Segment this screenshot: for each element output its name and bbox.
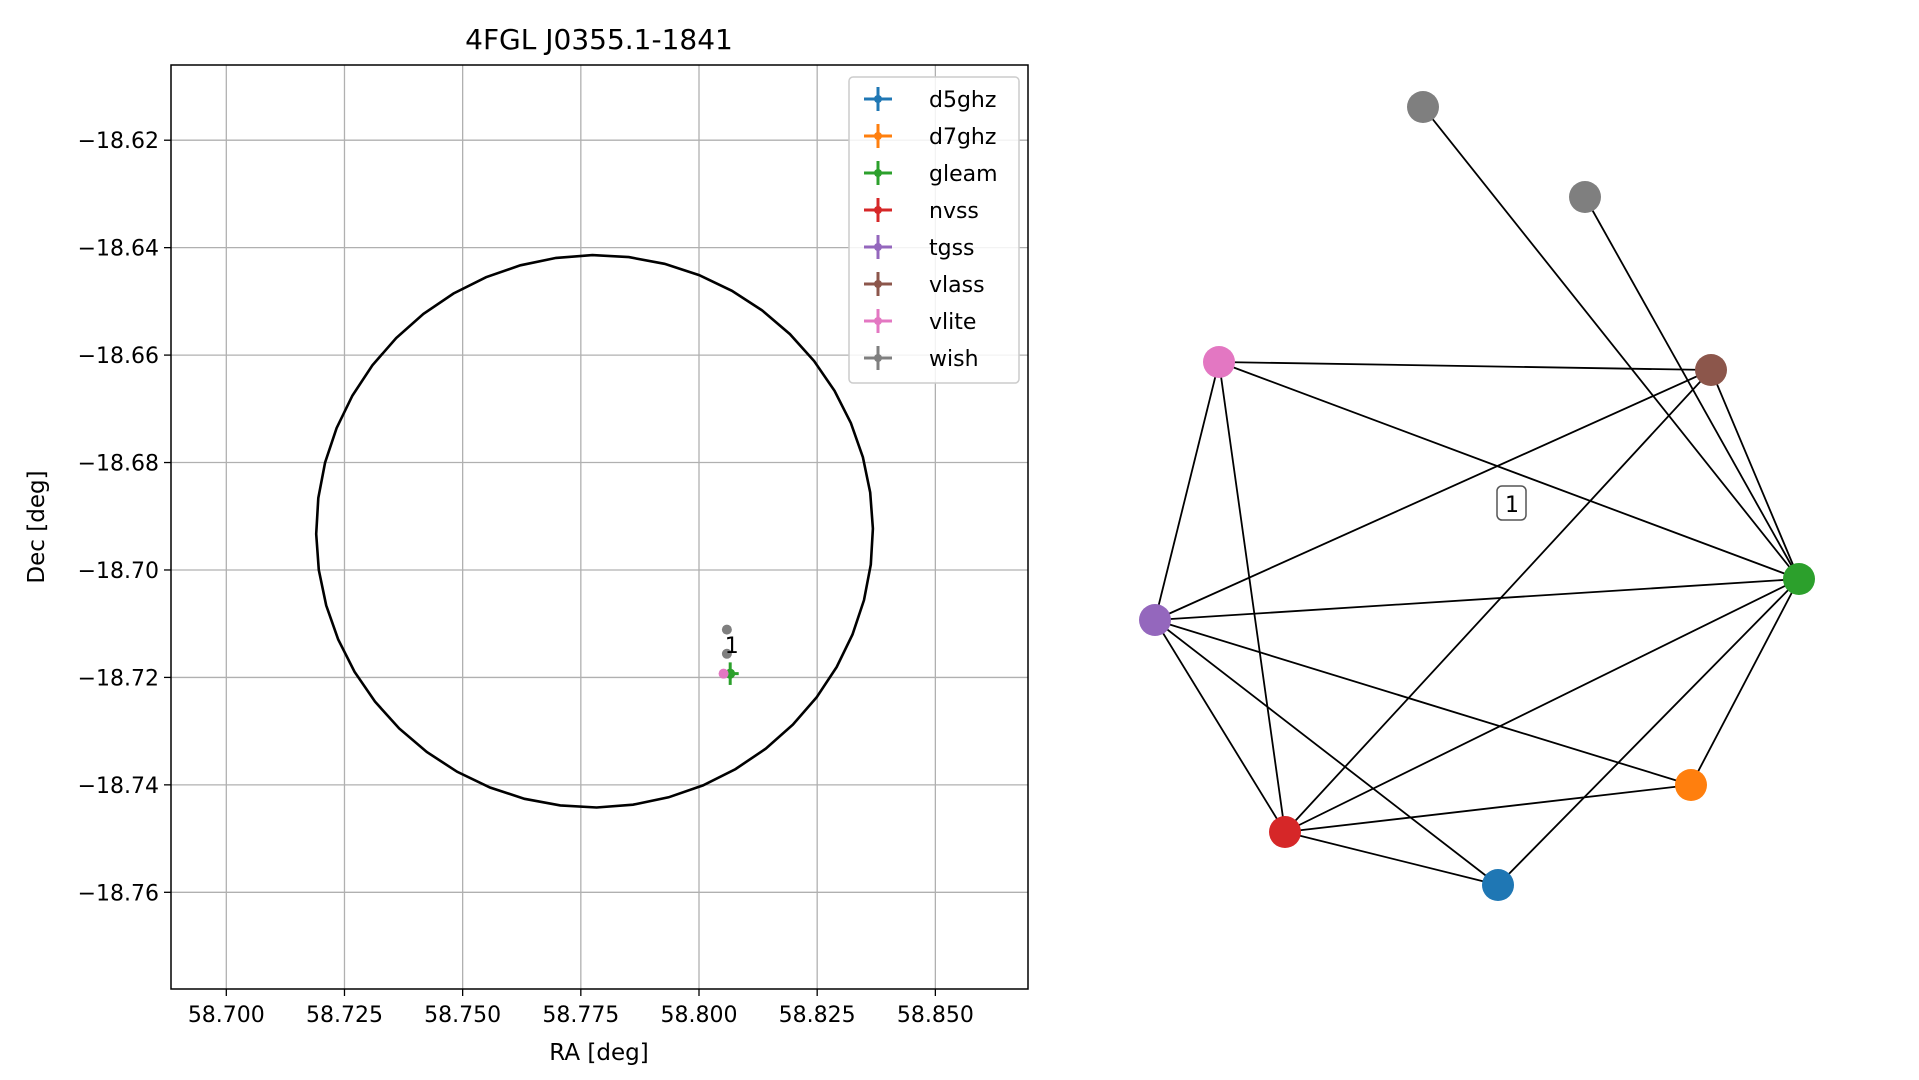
point-wish xyxy=(721,648,732,659)
edge-gleam-tgss xyxy=(1154,578,1800,621)
graph-nodes xyxy=(1139,91,1815,901)
x-tick-label: 58.850 xyxy=(897,1003,974,1028)
sky-position-plot: 1 58.700 58.725 58.750 58.775 58.800 58.825 58… xyxy=(24,23,1029,1066)
node-vlite[interactable] xyxy=(1203,346,1235,378)
legend-marker xyxy=(874,280,882,288)
edge-nvss-d5ghz xyxy=(1284,831,1499,886)
edge-tgss-d5ghz xyxy=(1154,619,1499,886)
legend[interactable]: d5ghz d7ghz gleam nvss tgss vlass vlite wish xyxy=(848,76,1020,384)
chart-title: 4FGL J0355.1-1841 xyxy=(465,23,733,56)
edge-tgss-d7ghz xyxy=(1154,619,1692,786)
edge-vlite-nvss xyxy=(1218,361,1286,833)
edge-vlass-nvss xyxy=(1284,369,1712,833)
point-vlite xyxy=(718,668,729,679)
legend-item-d5ghz[interactable]: d5ghz xyxy=(864,87,996,113)
edge-gleam-d7ghz xyxy=(1690,578,1800,786)
edge-nvss-d7ghz xyxy=(1284,784,1692,833)
x-tick-label: 58.775 xyxy=(542,1003,619,1028)
crossmatch-network-graph: 1 xyxy=(1139,91,1815,901)
y-tick-label: −18.76 xyxy=(78,881,159,906)
graph-edges xyxy=(1154,106,1800,886)
node-tgss[interactable] xyxy=(1139,604,1171,636)
legend-item-vlass[interactable]: vlass xyxy=(864,272,985,298)
edge-vlass-gleam xyxy=(1710,369,1800,580)
edge-tgss-nvss xyxy=(1154,619,1286,833)
y-tick-label: −18.64 xyxy=(78,237,159,262)
x-axis-ticks: 58.700 58.725 58.750 58.775 58.800 58.825 58.8… xyxy=(188,989,974,1028)
legend-label: nvss xyxy=(929,199,979,224)
node-vlass[interactable] xyxy=(1695,354,1727,386)
legend-marker xyxy=(874,243,882,251)
legend-item-wish[interactable]: wish xyxy=(864,346,979,372)
marker xyxy=(721,648,732,659)
y-axis-ticks: −18.62 −18.64 −18.66 −18.68 −18.70 −18.72 −18.… xyxy=(78,129,171,906)
legend-item-nvss[interactable]: nvss xyxy=(864,198,979,224)
x-tick-label: 58.725 xyxy=(306,1003,383,1028)
marker xyxy=(721,624,732,635)
legend-marker xyxy=(874,169,882,177)
edge-vlite-gleam xyxy=(1218,361,1800,580)
annotation-layer: 1 xyxy=(725,634,739,659)
edge-vlite-vlass xyxy=(1218,361,1712,371)
node-d5ghz[interactable] xyxy=(1482,869,1514,901)
y-tick-label: −18.74 xyxy=(78,774,159,799)
legend-label: tgss xyxy=(929,236,975,261)
point-annotation: 1 xyxy=(725,634,739,659)
edge-gleam-nvss xyxy=(1284,578,1800,833)
marker xyxy=(718,668,729,679)
y-tick-label: −18.72 xyxy=(78,666,159,691)
edge-vlass-tgss xyxy=(1154,369,1712,621)
y-tick-label: −18.70 xyxy=(78,559,159,584)
plot-frame xyxy=(170,64,1029,990)
x-tick-label: 58.800 xyxy=(661,1003,738,1028)
error-ellipse xyxy=(314,253,875,809)
x-tick-label: 58.750 xyxy=(424,1003,501,1028)
x-tick-label: 58.825 xyxy=(779,1003,856,1028)
legend-label: d7ghz xyxy=(929,125,996,150)
edge-wish_2-gleam xyxy=(1584,196,1800,580)
legend-item-tgss[interactable]: tgss xyxy=(864,235,975,261)
legend-item-gleam[interactable]: gleam xyxy=(864,161,998,187)
y-axis-label: Dec [deg] xyxy=(24,470,50,583)
node-wish_1[interactable] xyxy=(1407,91,1439,123)
node-nvss[interactable] xyxy=(1269,816,1301,848)
error-ellipse-layer xyxy=(314,253,875,809)
x-tick-label: 58.700 xyxy=(188,1003,265,1028)
y-tick-label: −18.62 xyxy=(78,129,159,154)
legend-marker xyxy=(874,132,882,140)
node-gleam[interactable] xyxy=(1783,563,1815,595)
legend-marker xyxy=(874,354,882,362)
point-wish xyxy=(721,624,732,635)
data-points xyxy=(718,624,739,685)
edge-vlite-tgss xyxy=(1154,361,1220,621)
cluster-label-box: 1 xyxy=(1496,485,1527,521)
legend-label: d5ghz xyxy=(929,88,996,113)
y-tick-label: −18.66 xyxy=(78,344,159,369)
legend-label: vlite xyxy=(929,310,976,335)
legend-item-vlite[interactable]: vlite xyxy=(864,309,976,335)
legend-label: wish xyxy=(929,347,979,372)
edge-gleam-d5ghz xyxy=(1497,578,1800,886)
legend-label: vlass xyxy=(929,273,985,298)
legend-marker xyxy=(874,95,882,103)
node-d7ghz[interactable] xyxy=(1675,769,1707,801)
legend-frame xyxy=(848,76,1020,384)
legend-marker xyxy=(874,206,882,214)
y-tick-label: −18.68 xyxy=(78,452,159,477)
x-axis-label: RA [deg] xyxy=(549,1040,648,1066)
legend-marker xyxy=(874,317,882,325)
legend-label: gleam xyxy=(929,162,998,187)
legend-item-d7ghz[interactable]: d7ghz xyxy=(864,124,996,150)
cluster-label: 1 xyxy=(1505,493,1519,518)
cluster-label-frame xyxy=(1496,485,1527,521)
edge-wish_1-gleam xyxy=(1422,106,1800,580)
node-wish_2[interactable] xyxy=(1569,181,1601,213)
